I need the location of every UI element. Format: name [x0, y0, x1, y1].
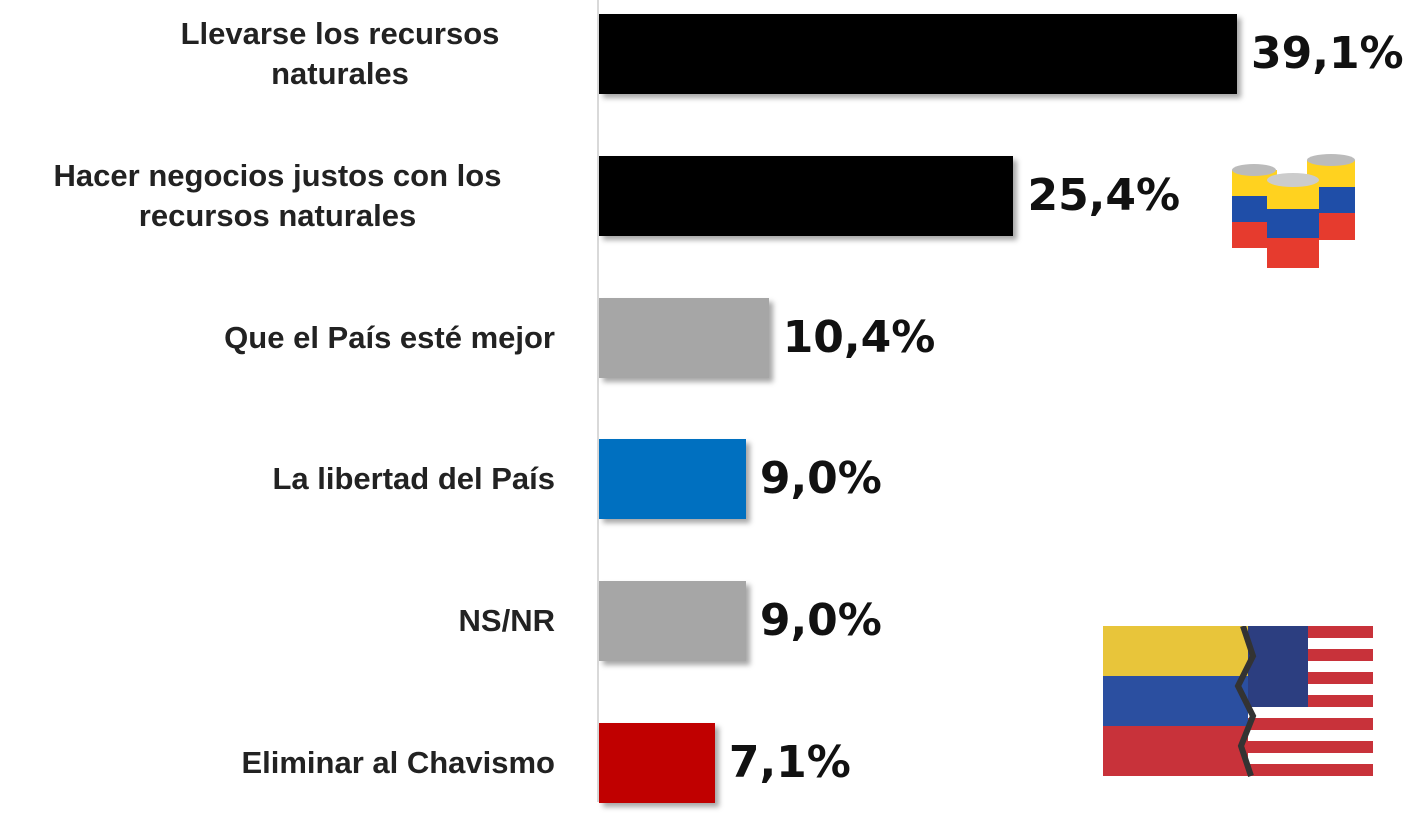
barrels-image — [1212, 140, 1392, 290]
category-text: NS/NR — [459, 601, 555, 641]
category-label: Eliminar al Chavismo — [0, 703, 555, 823]
bar — [599, 723, 715, 803]
value-label: 25,4% — [1027, 156, 1180, 236]
category-text: Llevarse los recursos naturales — [125, 14, 555, 94]
axis-line — [597, 0, 599, 802]
bar — [599, 156, 1013, 236]
bar — [599, 14, 1237, 94]
bar — [599, 298, 769, 378]
category-label: Llevarse los recursos naturales — [125, 0, 555, 114]
category-label: La libertad del País — [0, 419, 555, 539]
category-label: Que el País esté mejor — [0, 278, 555, 398]
value-label: 10,4% — [783, 298, 936, 378]
bar — [599, 439, 746, 519]
category-label: Hacer negocios justos con los recursos n… — [0, 136, 555, 256]
category-label: NS/NR — [0, 561, 555, 681]
category-text: La libertad del País — [272, 459, 555, 499]
value-label: 39,1% — [1251, 14, 1404, 94]
bar — [599, 581, 746, 661]
category-text: Que el País esté mejor — [224, 318, 555, 358]
value-label: 9,0% — [760, 439, 882, 519]
page: Llevarse los recursos naturales 39,1% Hace… — [0, 0, 1408, 802]
value-label: 9,0% — [760, 581, 882, 661]
category-text: Eliminar al Chavismo — [241, 743, 555, 783]
flags-image — [1103, 626, 1383, 786]
value-label: 7,1% — [729, 723, 851, 803]
category-text: Hacer negocios justos con los recursos n… — [0, 156, 555, 236]
barrel — [1267, 173, 1319, 268]
